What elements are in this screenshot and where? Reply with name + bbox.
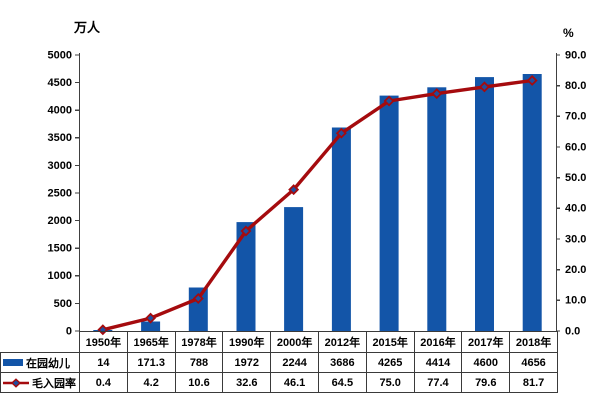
value-cell: 3686	[317, 352, 367, 373]
primary-tick-label: 3000	[48, 160, 72, 172]
secondary-tick-label: 10.0	[565, 295, 586, 307]
value-cell: 32.6	[222, 372, 272, 393]
bar	[379, 95, 399, 331]
primary-tick-label: 4500	[48, 77, 72, 89]
category-cell: 1990年	[222, 331, 272, 353]
primary-tick-label: 1500	[48, 243, 72, 255]
value-cell: 2244	[270, 352, 319, 373]
legend-line-marker-icon	[3, 377, 29, 388]
bar	[427, 87, 447, 331]
category-cell: 2000年	[270, 331, 319, 353]
secondary-tick-label: 20.0	[565, 264, 586, 276]
category-cell: 2016年	[413, 331, 463, 353]
secondary-axis-unit-label: %	[563, 26, 574, 40]
trend-line	[101, 78, 534, 332]
value-cell: 81.7	[509, 372, 558, 393]
value-cell: 10.6	[174, 372, 224, 393]
secondary-tick-label: 50.0	[565, 172, 586, 184]
value-cell: 4656	[509, 352, 558, 373]
category-cell: 1965年	[126, 331, 176, 353]
value-cell: 4.2	[126, 372, 176, 393]
primary-tick-label: 3500	[48, 132, 72, 144]
legend-bar-swatch-icon	[3, 359, 23, 366]
legend-label: 毛入园率	[32, 377, 76, 390]
bar	[331, 127, 351, 331]
secondary-tick-label: 40.0	[565, 203, 586, 215]
primary-tick-label: 2500	[48, 187, 72, 199]
bar	[284, 207, 304, 331]
primary-tick-label: 4000	[48, 105, 72, 117]
line-marker	[383, 95, 395, 107]
value-cell: 4265	[365, 352, 415, 373]
secondary-tick-label: 90.0	[565, 49, 586, 61]
secondary-tick-label: 70.0	[565, 111, 586, 123]
primary-tick-label: 5000	[48, 49, 72, 61]
value-cell: 14	[79, 352, 128, 373]
line-marker	[431, 88, 443, 100]
legend-cell: 毛入园率	[0, 372, 80, 393]
category-cell: 2012年	[317, 331, 367, 353]
value-cell: 75.0	[365, 372, 415, 393]
primary-tick-label: 500	[54, 298, 72, 310]
bar	[522, 74, 542, 331]
line-marker	[145, 312, 157, 324]
value-cell: 788	[174, 352, 224, 373]
value-cell: 4600	[461, 352, 511, 373]
value-cell: 0.4	[79, 372, 128, 393]
line-marker	[526, 74, 538, 86]
secondary-tick-label: 60.0	[565, 141, 586, 153]
secondary-tick-label: 80.0	[565, 80, 586, 92]
legend-label: 在园幼儿	[26, 357, 70, 370]
primary-axis-unit-label: 万人	[74, 20, 101, 35]
bar	[475, 77, 494, 331]
category-cell: 2017年	[461, 331, 511, 353]
data-table: 1950年 1965年 1978年 1990年 2000年 2012年 2015年 2016年…	[0, 331, 558, 393]
category-cell: 2018年	[509, 331, 558, 353]
line-marker	[192, 293, 204, 304]
category-cell: 2015年	[365, 331, 415, 353]
value-cell: 1972	[222, 352, 272, 373]
table-corner-blank	[1, 332, 80, 353]
line-marker	[288, 184, 300, 196]
bar	[236, 222, 256, 331]
secondary-tick-label: 30.0	[565, 233, 586, 245]
bar	[141, 321, 161, 331]
secondary-tick-label: 0.0	[565, 325, 580, 337]
primary-tick-label: 2000	[48, 215, 72, 227]
primary-tick-label: 0	[66, 325, 72, 337]
value-cell: 79.6	[461, 372, 511, 393]
category-cell: 1978年	[174, 331, 224, 353]
value-cell: 4414	[413, 352, 463, 373]
line-marker	[335, 127, 347, 139]
value-cell: 46.1	[270, 372, 319, 393]
value-cell: 171.3	[126, 352, 176, 373]
line-marker	[478, 81, 490, 93]
category-cell: 1950年	[79, 331, 128, 353]
line-marker	[240, 225, 252, 237]
value-cell: 77.4	[413, 372, 463, 393]
legend-cell: 在园幼儿	[0, 352, 80, 373]
value-cell: 64.5	[317, 372, 367, 393]
primary-tick-label: 1000	[48, 270, 72, 282]
